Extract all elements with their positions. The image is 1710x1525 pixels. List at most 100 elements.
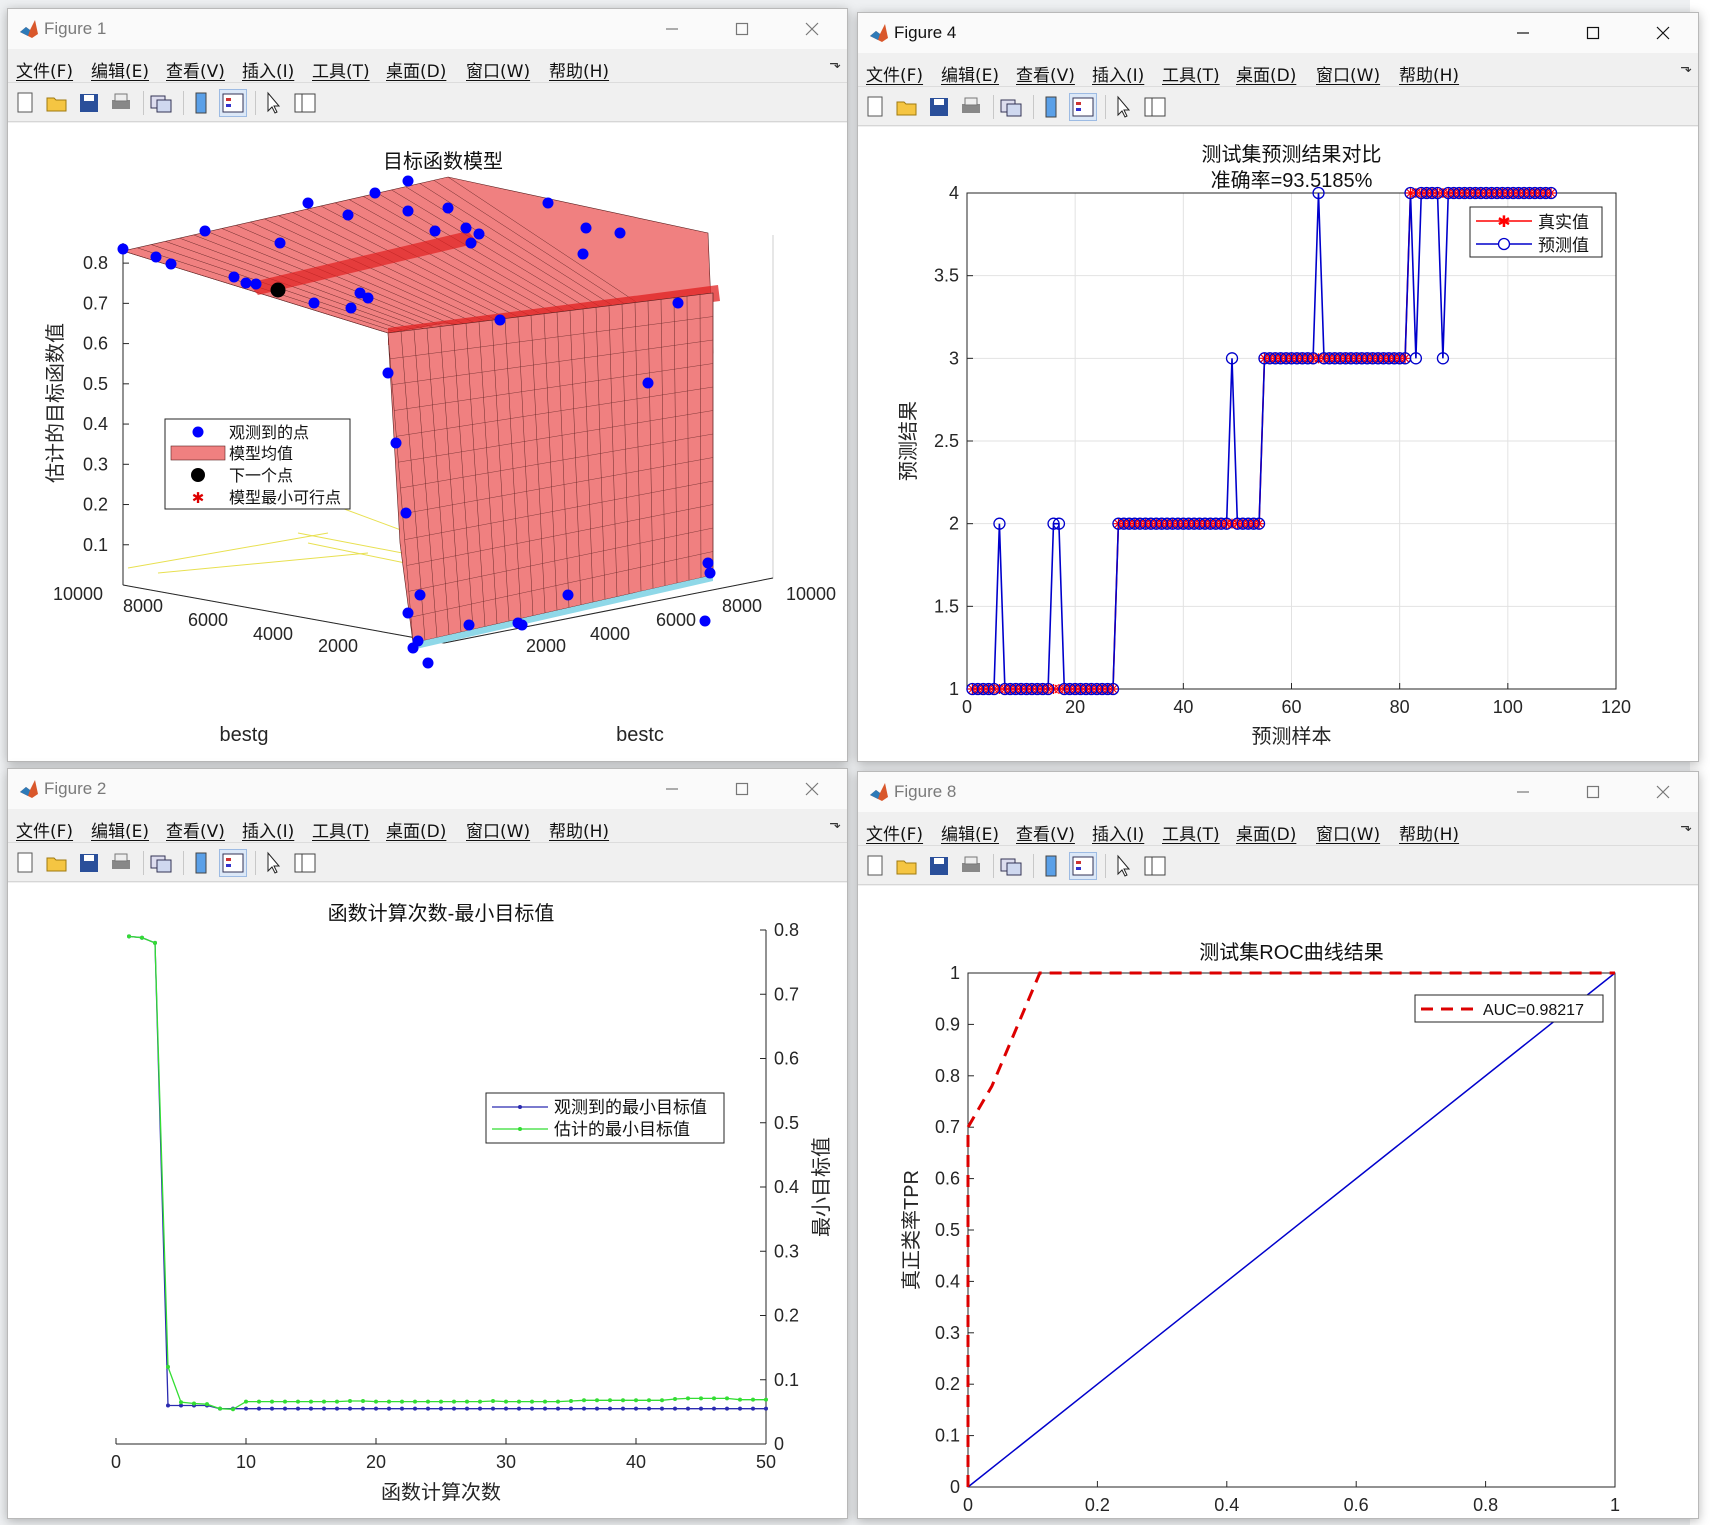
- open-file-button[interactable]: [894, 853, 920, 879]
- open-file-button[interactable]: [894, 94, 920, 120]
- open-file-button[interactable]: [44, 90, 70, 116]
- menu-edit[interactable]: 编辑(E): [91, 62, 150, 82]
- observed-point: [345, 302, 357, 314]
- label: [84, 95, 94, 101]
- close-button[interactable]: [777, 9, 847, 49]
- property-inspector-button[interactable]: [292, 90, 318, 116]
- new-figure-button[interactable]: [862, 853, 888, 879]
- link-plot-button[interactable]: [998, 94, 1024, 120]
- close-button[interactable]: [1628, 772, 1698, 812]
- menu-tools[interactable]: 工具(T): [312, 62, 370, 82]
- menu-insert[interactable]: 插入(I): [242, 62, 295, 82]
- link-plot-button[interactable]: [998, 853, 1024, 879]
- print-button[interactable]: [958, 853, 984, 879]
- observed-point: [362, 292, 374, 304]
- menu-view[interactable]: 查看(V): [1016, 825, 1075, 845]
- property-inspector-button[interactable]: [1142, 94, 1168, 120]
- menu-view[interactable]: 查看(V): [1016, 66, 1075, 86]
- figure-4-window[interactable]: Figure 4 文件(F) 编辑(E) 查看(V) 插入(I) 工具(T) 桌…: [857, 12, 1699, 762]
- save-button[interactable]: [76, 850, 102, 876]
- menu-edit[interactable]: 编辑(E): [91, 822, 150, 842]
- menu-desktop[interactable]: 桌面(D): [386, 62, 447, 82]
- property-inspector-button[interactable]: [292, 850, 318, 876]
- colorbar-button[interactable]: [1038, 853, 1064, 879]
- legend-button[interactable]: [219, 89, 247, 117]
- menu-desktop[interactable]: 桌面(D): [1236, 825, 1297, 845]
- minimize-button[interactable]: [1488, 13, 1558, 53]
- colorbar-button[interactable]: [188, 850, 214, 876]
- g-tick-label: 8000: [123, 596, 163, 616]
- print-button[interactable]: [108, 90, 134, 116]
- close-button[interactable]: [1628, 13, 1698, 53]
- new-figure-button[interactable]: [12, 90, 38, 116]
- observed-point: [382, 367, 394, 379]
- open-file-button[interactable]: [44, 850, 70, 876]
- title-bar[interactable]: Figure 8: [858, 772, 1698, 812]
- menu-insert[interactable]: 插入(I): [1092, 66, 1145, 86]
- menu-desktop[interactable]: 桌面(D): [1236, 66, 1297, 86]
- menu-tools[interactable]: 工具(T): [1162, 66, 1220, 86]
- link-plot-button[interactable]: [148, 850, 174, 876]
- menu-insert[interactable]: 插入(I): [1092, 825, 1145, 845]
- menu-help[interactable]: 帮助(H): [1399, 825, 1460, 845]
- menu-window[interactable]: 窗口(W): [1316, 825, 1381, 845]
- legend-button[interactable]: [1069, 93, 1097, 121]
- minimize-button[interactable]: [637, 769, 707, 809]
- menu-file[interactable]: 文件(F): [16, 62, 74, 82]
- maximize-button[interactable]: [1558, 13, 1628, 53]
- menu-window[interactable]: 窗口(W): [466, 62, 531, 82]
- legend-button[interactable]: [1069, 852, 1097, 880]
- maximize-button[interactable]: [707, 9, 777, 49]
- link-plot-button[interactable]: [148, 90, 174, 116]
- menu-insert[interactable]: 插入(I): [242, 822, 295, 842]
- menu-tools[interactable]: 工具(T): [312, 822, 370, 842]
- colorbar-button[interactable]: [1038, 94, 1064, 120]
- z-tick-label: 0.1: [83, 535, 108, 555]
- pointer-button[interactable]: [260, 90, 286, 116]
- menu-overflow-icon[interactable]: ⬎: [829, 56, 841, 72]
- menu-overflow-icon[interactable]: ⬎: [1680, 819, 1692, 835]
- save-button[interactable]: [76, 90, 102, 116]
- menu-file[interactable]: 文件(F): [866, 66, 924, 86]
- save-button[interactable]: [926, 94, 952, 120]
- menu-edit[interactable]: 编辑(E): [941, 66, 1000, 86]
- menu-overflow-icon[interactable]: ⬎: [829, 816, 841, 832]
- property-inspector-button[interactable]: [1142, 853, 1168, 879]
- menu-tools[interactable]: 工具(T): [1162, 825, 1220, 845]
- new-figure-button[interactable]: [862, 94, 888, 120]
- maximize-button[interactable]: [707, 769, 777, 809]
- series-point-2: [205, 1402, 209, 1407]
- close-button[interactable]: [777, 769, 847, 809]
- menu-window[interactable]: 窗口(W): [1316, 66, 1381, 86]
- colorbar-button[interactable]: [188, 90, 214, 116]
- menu-file[interactable]: 文件(F): [16, 822, 74, 842]
- menu-help[interactable]: 帮助(H): [1399, 66, 1460, 86]
- menu-edit[interactable]: 编辑(E): [941, 825, 1000, 845]
- menu-desktop[interactable]: 桌面(D): [386, 822, 447, 842]
- new-figure-button[interactable]: [12, 850, 38, 876]
- pointer-button[interactable]: [1110, 94, 1136, 120]
- figure-1-window[interactable]: Figure 1 文件(F) 编辑(E) 查看(V) 插入(I) 工具(T) 桌…: [7, 8, 848, 762]
- figure-2-window[interactable]: Figure 2 文件(F) 编辑(E) 查看(V) 插入(I) 工具(T) 桌…: [7, 768, 848, 1519]
- title-bar[interactable]: Figure 4: [858, 13, 1698, 53]
- title-bar[interactable]: Figure 2: [8, 769, 847, 809]
- menu-overflow-icon[interactable]: ⬎: [1680, 60, 1692, 76]
- save-button[interactable]: [926, 853, 952, 879]
- title-bar[interactable]: Figure 1: [8, 9, 847, 49]
- menu-view[interactable]: 查看(V): [166, 822, 225, 842]
- pointer-button[interactable]: [260, 850, 286, 876]
- menu-help[interactable]: 帮助(H): [549, 62, 610, 82]
- menu-window[interactable]: 窗口(W): [466, 822, 531, 842]
- legend-button[interactable]: [219, 849, 247, 877]
- print-button[interactable]: [958, 94, 984, 120]
- figure-8-window[interactable]: Figure 8 文件(F) 编辑(E) 查看(V) 插入(I) 工具(T) 桌…: [857, 771, 1699, 1519]
- menu-view[interactable]: 查看(V): [166, 62, 225, 82]
- pointer-button[interactable]: [1110, 853, 1136, 879]
- menu-file[interactable]: 文件(F): [866, 825, 924, 845]
- maximize-button[interactable]: [1558, 772, 1628, 812]
- print-button[interactable]: [108, 850, 134, 876]
- minimize-button[interactable]: [1488, 772, 1558, 812]
- menu-help[interactable]: 帮助(H): [549, 822, 610, 842]
- y-tick-label: 0.2: [935, 1374, 960, 1394]
- minimize-button[interactable]: [637, 9, 707, 49]
